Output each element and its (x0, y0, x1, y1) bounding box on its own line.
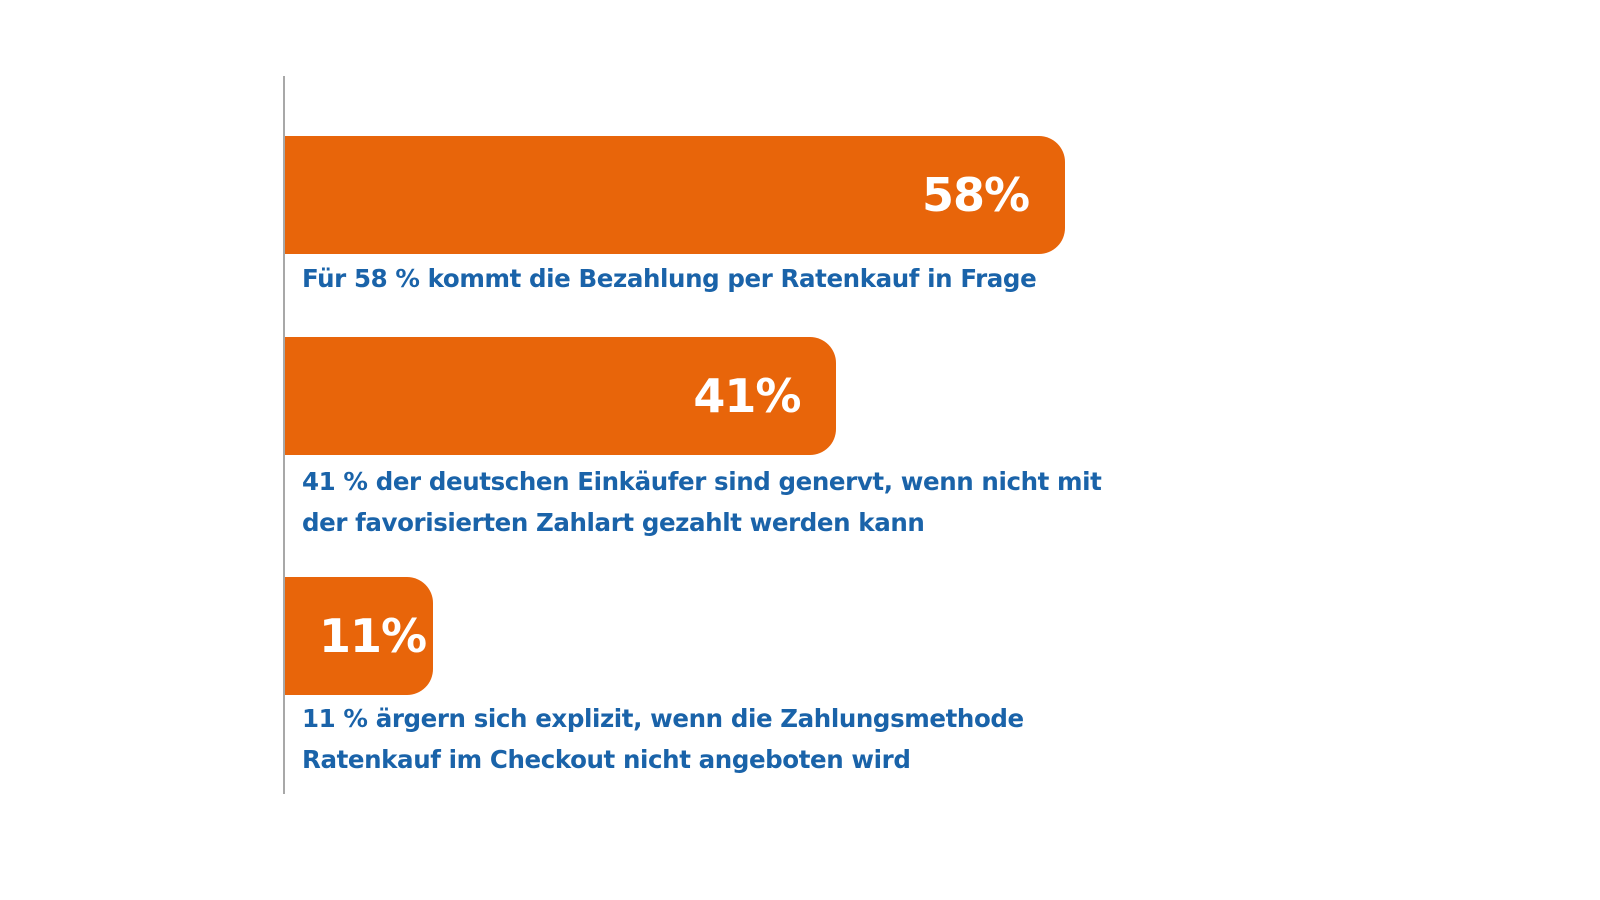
bar-value-label: 11% (319, 609, 427, 663)
description-line: der favorisierten Zahlart gezahlt werden… (302, 508, 925, 537)
bar-1: 58% (285, 136, 1066, 254)
bar-description: Für 58 % kommt die Bezahlung per Ratenka… (302, 258, 1037, 299)
bar-description: 11 % ärgern sich explizit, wenn die Zahl… (302, 698, 1024, 780)
description-line: 11 % ärgern sich explizit, wenn die Zahl… (302, 704, 1024, 733)
bar-value-label: 41% (693, 369, 801, 423)
bar-3: 11% (285, 577, 433, 695)
axis-line (283, 76, 285, 794)
bar-value-label: 58% (921, 168, 1030, 222)
description-line: Für 58 % kommt die Bezahlung per Ratenka… (302, 264, 1037, 293)
description-line: 41 % der deutschen Einkäufer sind generv… (302, 467, 1102, 496)
description-line: Ratenkauf im Checkout nicht angeboten wi… (302, 745, 911, 774)
bar-2: 41% (285, 337, 837, 455)
bar-description: 41 % der deutschen Einkäufer sind generv… (302, 461, 1102, 543)
